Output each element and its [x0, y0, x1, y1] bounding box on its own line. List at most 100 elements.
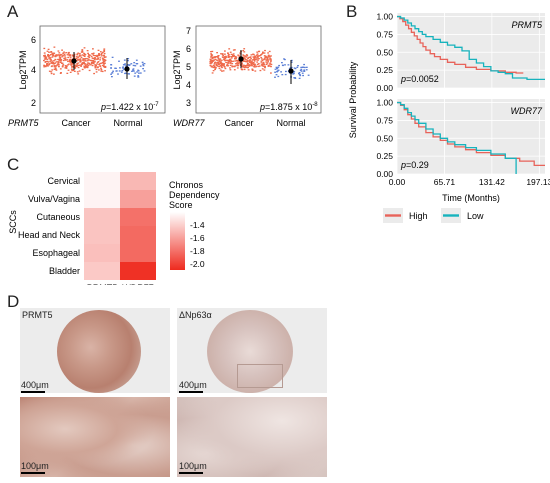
cancer-dot	[90, 55, 93, 57]
y-tick-label: 6	[31, 35, 36, 45]
cancer-dot	[252, 63, 255, 66]
panel-letter-d: D	[7, 292, 20, 311]
cancer-dot	[221, 64, 224, 67]
cancer-dot	[43, 59, 45, 62]
cancer-dot	[104, 56, 107, 58]
cancer-dot	[62, 52, 64, 54]
heatmap-cell	[120, 190, 156, 208]
cancer-dot	[44, 57, 47, 59]
cancer-dot	[67, 54, 70, 56]
cancer-dot	[252, 59, 254, 61]
normal-dot	[132, 69, 134, 71]
cancer-dot	[216, 59, 218, 61]
cancer-mean-point	[71, 58, 77, 64]
cancer-dot	[230, 59, 232, 62]
cancer-dot	[220, 53, 222, 55]
normal-dot	[299, 69, 302, 72]
cancer-dot	[237, 59, 239, 62]
cancer-dot	[236, 67, 239, 69]
cancer-dot	[103, 52, 106, 55]
normal-dot	[284, 64, 286, 66]
cancer-dot	[241, 69, 244, 71]
cancer-dot	[224, 67, 227, 70]
cancer-dot	[222, 56, 224, 58]
cancer-dot	[54, 55, 57, 57]
cancer-dot	[232, 65, 234, 68]
cancer-dot	[80, 56, 83, 59]
cancer-dot	[250, 58, 252, 60]
legend-tick-label: -1.4	[190, 220, 205, 230]
cancer-dot	[237, 54, 240, 56]
cancer-dot	[270, 60, 272, 62]
cancer-dot	[43, 58, 46, 60]
cancer-dot	[264, 67, 266, 69]
cancer-dot	[74, 66, 77, 68]
cancer-dot	[213, 57, 216, 59]
normal-dot	[303, 63, 305, 66]
cancer-dot	[76, 54, 79, 56]
cancer-dot	[91, 53, 93, 55]
cancer-dot	[240, 63, 243, 66]
cancer-dot	[61, 56, 64, 58]
cancer-dot	[223, 66, 226, 68]
cancer-dot	[215, 66, 217, 69]
cancer-dot	[85, 66, 87, 68]
plot-frame	[39, 25, 166, 114]
normal-dot	[277, 66, 280, 68]
cancer-dot	[45, 57, 47, 60]
cancer-dot	[50, 54, 52, 56]
cancer-dot	[69, 54, 71, 56]
cancer-dot	[71, 63, 73, 65]
cancer-dot	[214, 68, 216, 71]
cancer-dot	[245, 65, 248, 67]
cancer-dot	[83, 61, 85, 63]
cancer-dot	[224, 60, 226, 62]
cancer-dot	[221, 53, 224, 56]
ihc-label-prmt5: PRMT5	[22, 310, 53, 320]
cancer-dot	[229, 51, 232, 53]
cancer-dot	[47, 61, 50, 63]
row-label: Vulva/Vagina	[28, 194, 80, 204]
cancer-dot	[260, 54, 262, 56]
cancer-dot	[46, 60, 49, 62]
cancer-dot	[79, 61, 82, 63]
scale-bar	[179, 472, 203, 474]
cancer-dot	[81, 49, 84, 51]
cancer-dot	[217, 58, 220, 60]
p-value: p=1.422 x 10-7	[100, 102, 159, 112]
column-label: WDR77	[122, 283, 154, 285]
cancer-dot	[66, 72, 69, 74]
cancer-dot	[217, 57, 220, 59]
cancer-dot	[223, 64, 225, 67]
cancer-dot	[104, 70, 106, 72]
cancer-dot	[251, 63, 254, 65]
cancer-dot	[270, 55, 272, 57]
cancer-dot	[47, 48, 50, 50]
cancer-dot	[209, 64, 212, 67]
cancer-dot	[251, 62, 254, 64]
cancer-dot	[245, 60, 248, 62]
cancer-dot	[246, 63, 249, 65]
cancer-dot	[212, 60, 214, 62]
panel-a-dotplots: Log2TPM 2 4 6 p=1.422 x 10-7 PRMT5 Cance…	[8, 25, 322, 128]
cancer-dot	[92, 61, 95, 63]
cancer-dot	[243, 58, 246, 60]
cancer-dot	[48, 57, 51, 59]
cancer-dot	[269, 56, 271, 58]
normal-dot	[278, 64, 280, 67]
normal-dot	[301, 72, 304, 74]
normal-dot	[281, 62, 283, 64]
cancer-dot	[44, 54, 46, 56]
cancer-dot	[59, 68, 62, 70]
y-axis-label: Survival Probability	[348, 61, 358, 138]
cancer-dot	[56, 54, 59, 56]
cancer-dot	[53, 46, 56, 48]
cancer-dot	[238, 55, 241, 57]
cancer-dot	[89, 59, 92, 62]
cancer-dot	[256, 55, 259, 58]
cancer-dot	[251, 60, 253, 62]
cancer-dot	[209, 58, 212, 60]
cancer-dot	[247, 65, 250, 67]
survival-curve-low	[397, 101, 517, 174]
cancer-dot	[241, 63, 243, 65]
